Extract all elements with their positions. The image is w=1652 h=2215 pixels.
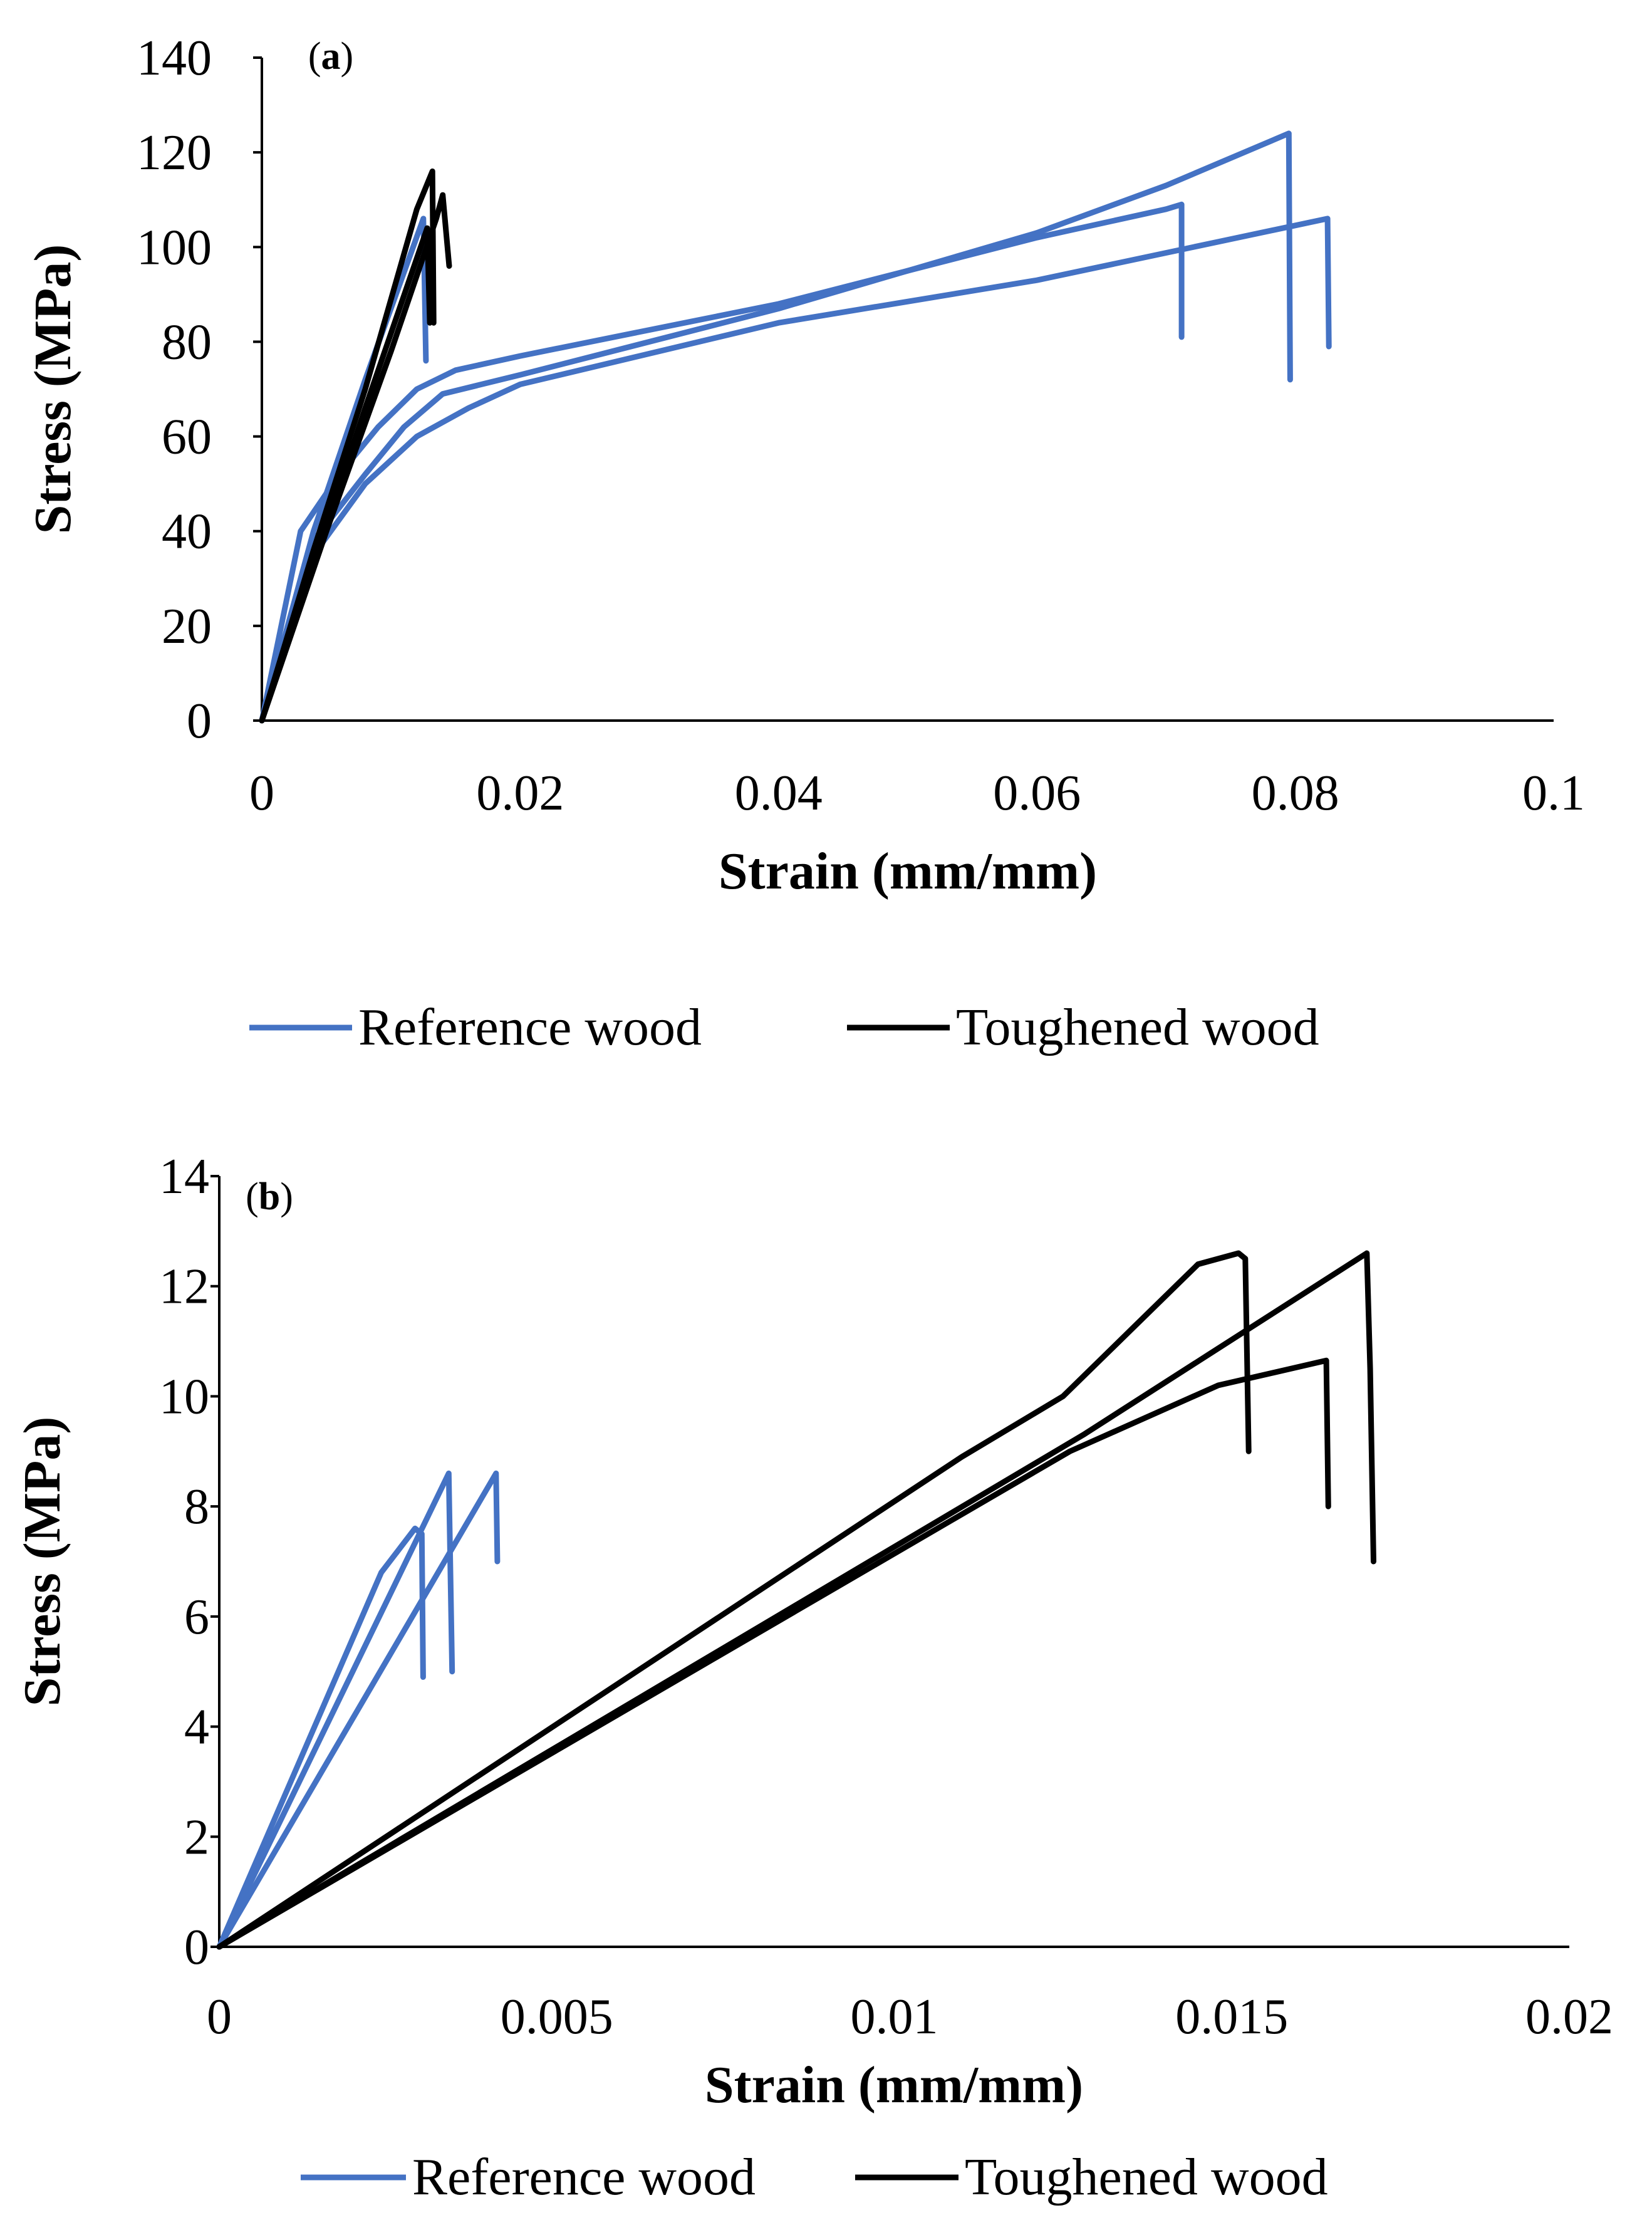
- series-line-reference-wood: [216, 1470, 455, 1950]
- series-line-reference-wood: [259, 130, 1293, 724]
- x-tick-label: 0: [207, 1989, 232, 2045]
- x-tick-label: 0.04: [735, 766, 823, 821]
- y-tick-label: 14: [159, 1149, 209, 1204]
- x-tick-label: 0.06: [993, 766, 1081, 821]
- chart-panel-b: 0 2 4 6 8 10 12 14 0 0.005 0.01 0.015 0.02 Strain (mm…: [13, 1149, 1613, 2206]
- y-tick-label: 10: [159, 1369, 209, 1424]
- y-tick-label: 140: [137, 31, 212, 86]
- x-tick-label: 0.005: [501, 1989, 613, 2045]
- x-tick-label: 0.1: [1522, 766, 1585, 821]
- y-tick-label: 4: [184, 1700, 209, 1755]
- series-line-toughened-wood: [259, 225, 433, 724]
- y-tick-label: 12: [159, 1259, 209, 1315]
- y-tick-label: 40: [162, 504, 212, 560]
- legend-label: Reference wood: [358, 998, 702, 1056]
- series-line-reference-wood: [216, 1525, 426, 1950]
- y-tick-label: 80: [162, 315, 212, 370]
- y-tick-label: 6: [184, 1590, 209, 1645]
- y-tick-label: 8: [184, 1479, 209, 1535]
- x-tick-label: 0.01: [851, 1989, 938, 2045]
- y-tick-label: 60: [162, 410, 212, 465]
- y-axis-title: Stress (MPa): [24, 244, 82, 534]
- series-line-toughened-wood: [216, 1357, 1331, 1950]
- series-line-reference-wood: [259, 216, 1332, 724]
- series-line-toughened-wood: [259, 168, 437, 724]
- y-tick-label: 20: [162, 599, 212, 654]
- y-tick-label: 0: [184, 1920, 209, 1975]
- legend-item-toughened-wood: Toughened wood: [847, 998, 1319, 1056]
- legend-item-reference-wood: Reference wood: [301, 2148, 756, 2206]
- y-tick-label: 0: [187, 694, 212, 749]
- series-line-toughened-wood: [216, 1250, 1252, 1950]
- legend-label: Toughened wood: [965, 2148, 1328, 2206]
- y-tick-label: 2: [184, 1810, 209, 1865]
- panel-label: (b): [246, 1175, 293, 1218]
- x-tick-label: 0.02: [1525, 1989, 1613, 2045]
- x-axis-title: Strain (mm/mm): [719, 842, 1097, 900]
- legend-label: Reference wood: [412, 2148, 756, 2206]
- y-axis-title: Stress (MPa): [13, 1417, 71, 1707]
- y-tick-label: 100: [137, 220, 212, 275]
- x-axis-title: Strain (mm/mm): [705, 2056, 1083, 2114]
- chart-panel-a: 0 20 40 60 80 100 120 140 0 0.02 0.04 0.06 0.08 0.1 St…: [24, 31, 1585, 1056]
- legend-item-toughened-wood: Toughened wood: [855, 2148, 1328, 2206]
- y-tick-label: 120: [137, 125, 212, 180]
- series-line-toughened-wood: [216, 1250, 1376, 1950]
- x-tick-label: 0.015: [1175, 1989, 1288, 2045]
- panel-label: (a): [308, 35, 353, 78]
- legend-label: Toughened wood: [956, 998, 1319, 1056]
- x-tick-label: 0: [249, 766, 274, 821]
- legend-item-reference-wood: Reference wood: [249, 998, 702, 1056]
- x-tick-label: 0.08: [1252, 766, 1339, 821]
- x-tick-label: 0.02: [476, 766, 564, 821]
- series-line-reference-wood: [216, 1470, 501, 1950]
